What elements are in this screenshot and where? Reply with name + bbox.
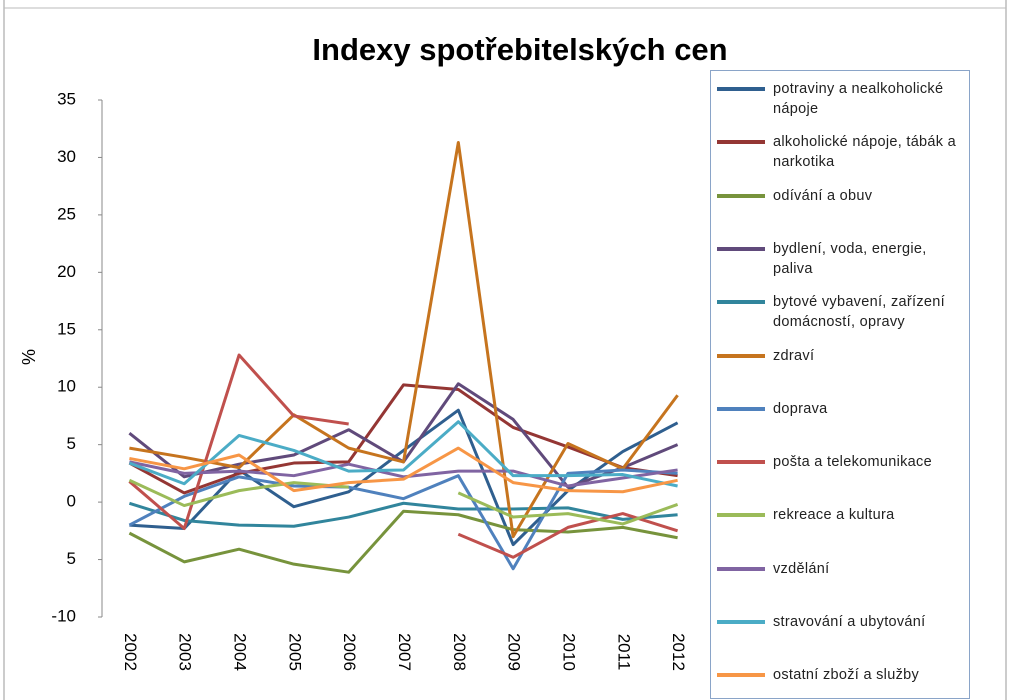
legend-label: bydlení, voda, energie, paliva <box>773 240 927 277</box>
x-tick-label: 2007 <box>395 633 414 671</box>
legend-swatch <box>717 87 765 91</box>
y-tick-label: 20 <box>57 262 76 281</box>
legend-entry: potraviny a nealkoholické nápoje <box>717 79 967 129</box>
series-line <box>128 420 678 488</box>
legend-swatch <box>717 513 765 518</box>
x-tick-label: 2009 <box>505 633 524 671</box>
legend-swatch <box>717 140 765 145</box>
legend-swatch <box>717 673 765 678</box>
legend-label: stravování a ubytování <box>773 614 926 630</box>
series-line <box>129 141 679 539</box>
legend-label: odívání a obuv <box>773 187 873 204</box>
y-tick-label: 10 <box>57 377 76 396</box>
legend-swatch <box>717 460 765 465</box>
y-tick-label: 5 <box>67 434 76 453</box>
series-line <box>129 446 678 494</box>
legend-entry: stravování a ubytování <box>717 612 967 662</box>
legend-entry: alkoholické nápoje, tábák a narkotika <box>717 132 967 182</box>
legend-label: zdraví <box>773 347 815 364</box>
series-line <box>128 509 678 574</box>
legend-entry: pošta a telekomunikace <box>717 452 967 502</box>
series-line <box>128 383 678 495</box>
series-line <box>128 478 349 508</box>
x-tick-label: 2005 <box>285 633 304 671</box>
series-line <box>128 353 349 531</box>
legend-swatch <box>717 620 765 624</box>
legend-swatch <box>717 353 765 358</box>
legend-swatch <box>717 300 765 305</box>
legend-label: bytové vybavení, zařízení domácností, op… <box>773 294 945 331</box>
legend-entry: ostatní zboží a služby <box>717 665 967 700</box>
x-tick-label: 2004 <box>231 633 250 671</box>
series-line <box>129 408 679 547</box>
series-line <box>457 512 679 559</box>
legend-entry: odívání a obuv <box>717 186 967 236</box>
legend-label: pošta a telekomunikace <box>773 454 932 471</box>
legend-swatch <box>717 193 765 198</box>
y-tick-label: 25 <box>57 204 76 223</box>
x-tick-label: 2012 <box>669 633 688 671</box>
y-tick-label: 15 <box>57 319 76 338</box>
y-axis-label: % <box>19 349 39 365</box>
legend-entry: bydlení, voda, energie, paliva <box>717 239 967 289</box>
x-tick-label: 2010 <box>559 633 578 671</box>
y-tick-label: 30 <box>57 147 76 166</box>
legend-swatch <box>717 246 765 251</box>
legend-label: vzdělání <box>773 560 830 577</box>
legend-label: doprava <box>773 400 828 417</box>
x-tick-label: 2003 <box>176 633 195 671</box>
x-tick-label: 2008 <box>450 633 469 671</box>
legend-label: alkoholické nápoje, tábák a narkotika <box>773 134 957 171</box>
x-tick-label: 2002 <box>121 633 140 671</box>
legend-entry: vzdělání <box>717 559 967 609</box>
legend-label: rekreace a kultura <box>773 507 895 524</box>
y-tick-label: -10 <box>51 606 76 625</box>
legend: potraviny a nealkoholické nápoje alkoholi… <box>710 70 970 699</box>
y-tick-label: 35 <box>57 89 76 108</box>
x-tick-label: 2006 <box>340 633 359 671</box>
series-line <box>457 491 679 526</box>
y-tick-label: 5 <box>67 549 76 568</box>
legend-swatch <box>717 566 765 571</box>
legend-label: potraviny a nealkoholické nápoje <box>773 81 944 117</box>
legend-entry: zdraví <box>717 346 967 396</box>
series-line <box>128 468 678 571</box>
legend-entry: rekreace a kultura <box>717 505 967 555</box>
x-tick-label: 2011 <box>614 634 633 671</box>
legend-entry: bytové vybavení, zařízení domácností, op… <box>717 292 967 342</box>
legend-swatch <box>717 406 765 411</box>
chart-title: Indexy spotřebitelských cen <box>312 32 727 67</box>
series-line <box>128 501 678 528</box>
series-line <box>129 460 678 488</box>
legend-label: ostatní zboží a služby <box>773 667 920 684</box>
legend-entry: doprava <box>717 399 967 449</box>
y-tick-label: 0 <box>67 492 76 511</box>
